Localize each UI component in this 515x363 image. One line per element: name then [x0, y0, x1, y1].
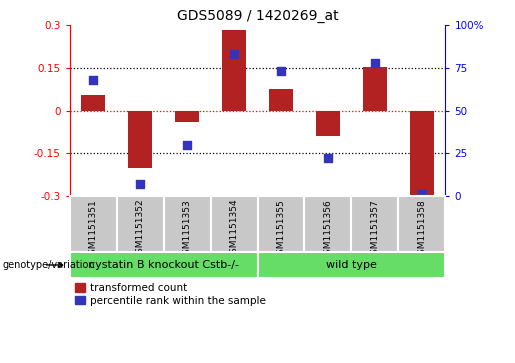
- FancyBboxPatch shape: [352, 196, 399, 252]
- Point: [324, 156, 332, 162]
- Text: wild type: wild type: [326, 260, 377, 270]
- Bar: [410, 111, 434, 196]
- Text: cystatin B knockout Cstb-/-: cystatin B knockout Cstb-/-: [89, 260, 238, 270]
- Point: [89, 77, 97, 83]
- Bar: [222, 30, 246, 111]
- Title: GDS5089 / 1420269_at: GDS5089 / 1420269_at: [177, 9, 338, 23]
- Point: [371, 60, 379, 66]
- Bar: [175, 111, 199, 122]
- FancyBboxPatch shape: [258, 196, 304, 252]
- Text: GSM1151354: GSM1151354: [230, 199, 238, 260]
- Point: [136, 181, 144, 187]
- FancyBboxPatch shape: [211, 196, 258, 252]
- Text: GSM1151357: GSM1151357: [370, 199, 380, 260]
- Text: GSM1151356: GSM1151356: [323, 199, 333, 260]
- Bar: [316, 111, 340, 136]
- Text: genotype/variation: genotype/variation: [3, 260, 95, 270]
- Point: [183, 142, 191, 148]
- FancyBboxPatch shape: [258, 252, 445, 278]
- Bar: [81, 95, 105, 111]
- FancyBboxPatch shape: [70, 252, 258, 278]
- Bar: [269, 89, 293, 111]
- Bar: [363, 67, 387, 111]
- FancyBboxPatch shape: [70, 196, 116, 252]
- Text: GSM1151355: GSM1151355: [277, 199, 285, 260]
- FancyBboxPatch shape: [164, 196, 211, 252]
- Bar: [128, 111, 152, 168]
- Text: GSM1151358: GSM1151358: [418, 199, 426, 260]
- Text: GSM1151353: GSM1151353: [182, 199, 192, 260]
- FancyBboxPatch shape: [116, 196, 164, 252]
- Point: [418, 191, 426, 197]
- FancyBboxPatch shape: [399, 196, 445, 252]
- Point: [277, 69, 285, 74]
- Text: GSM1151352: GSM1151352: [135, 199, 145, 260]
- Text: GSM1151351: GSM1151351: [89, 199, 97, 260]
- FancyBboxPatch shape: [304, 196, 352, 252]
- Legend: transformed count, percentile rank within the sample: transformed count, percentile rank withi…: [75, 283, 266, 306]
- Point: [230, 52, 238, 57]
